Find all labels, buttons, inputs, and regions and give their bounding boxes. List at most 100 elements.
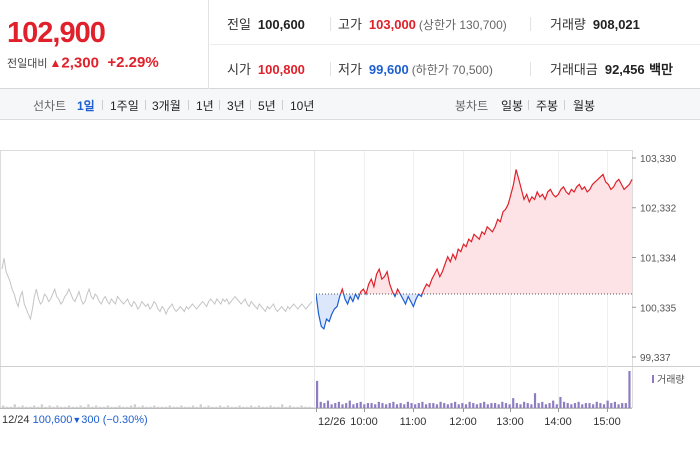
volume-bar xyxy=(188,406,191,408)
y-tick-label: 99,337 xyxy=(640,353,671,364)
volume-bar xyxy=(555,404,558,408)
volume-bar xyxy=(2,405,5,408)
x-tick-label: 13:00 xyxy=(496,416,524,428)
volume-bar xyxy=(406,401,409,408)
volume-bar xyxy=(348,400,351,408)
volume-bar xyxy=(242,406,245,408)
stat-label: 고가 xyxy=(338,17,362,32)
stat-amount: 거래대금 92,456 백만 xyxy=(550,59,673,79)
volume-bar xyxy=(595,401,598,408)
volume-bar xyxy=(273,406,276,408)
volume-bar xyxy=(79,405,82,408)
stat-unit: 백만 xyxy=(649,62,673,77)
volume-bar xyxy=(461,403,464,408)
volume-bar xyxy=(149,406,152,408)
volume-bar xyxy=(512,398,515,408)
volume-bar xyxy=(592,404,595,408)
volume-bar xyxy=(110,406,113,408)
period-tab-1w[interactable]: 1주일 xyxy=(110,99,139,113)
volume-bar xyxy=(261,406,264,408)
volume-bar xyxy=(250,405,253,408)
change-value: 2,300 xyxy=(61,54,99,72)
volume-bar xyxy=(454,401,457,408)
volume-bar xyxy=(599,403,602,408)
volume-legend-label: 거래량 xyxy=(657,374,685,386)
change-label: 전일대비 xyxy=(7,57,48,70)
volume-bar xyxy=(414,404,417,408)
x-tick-label: 12/26 xyxy=(318,416,346,428)
prev-day-line xyxy=(1,258,313,321)
stat-value: 908,021 xyxy=(592,17,640,32)
volume-bar xyxy=(370,403,373,408)
volume-bar xyxy=(253,406,257,408)
period-separator xyxy=(102,100,103,110)
volume-bar xyxy=(13,404,16,408)
period-tab-10y[interactable]: 10년 xyxy=(290,99,315,113)
volume-bar xyxy=(475,404,478,408)
volume-bar xyxy=(548,403,551,408)
volume-bar xyxy=(588,403,591,408)
price-chart-area[interactable]: 103,330 102,332 101,334 100,335 99,337 거래량 1… xyxy=(0,120,700,450)
down-triangle-icon: ▼ xyxy=(72,415,82,425)
y-tick-label: 102,332 xyxy=(640,204,677,215)
volume-bar xyxy=(40,404,44,408)
change-percent: +2.29% xyxy=(107,54,159,72)
period-tab-1d[interactable]: 1일 xyxy=(77,99,95,113)
candle-tab-monthly[interactable]: 월봉 xyxy=(573,99,596,113)
x-tick-label: 11:00 xyxy=(400,416,427,428)
volume-bar xyxy=(211,406,214,408)
volume-bar xyxy=(428,403,431,408)
prev-day-change: 300 xyxy=(81,414,100,426)
candle-tab-weekly[interactable]: 주봉 xyxy=(536,99,559,113)
volume-bar xyxy=(552,400,555,408)
volume-bar xyxy=(504,403,508,408)
volume-bar xyxy=(277,406,280,408)
volume-bar xyxy=(203,406,206,408)
volume-bar xyxy=(439,401,442,408)
volume-bar xyxy=(234,406,237,408)
change-row: 전일대비 ▲2,300 +2.29% xyxy=(7,54,159,72)
stat-label: 거래대금 xyxy=(550,62,598,77)
volume-bar xyxy=(621,403,624,408)
upper-limit-note: (상한가 130,700) xyxy=(418,18,507,32)
today-line-up xyxy=(316,169,633,295)
volume-bar xyxy=(226,405,230,408)
volume-bar xyxy=(133,404,137,408)
volume-bar xyxy=(284,406,288,408)
prev-day-summary: 12/24 100,600▼300 (−0.30%) xyxy=(2,414,148,426)
volume-bar xyxy=(472,403,475,408)
period-separator xyxy=(188,100,189,110)
volume-bar xyxy=(64,406,67,408)
period-tab-1y[interactable]: 1년 xyxy=(196,99,214,113)
volume-bar xyxy=(326,400,330,408)
volume-bar xyxy=(570,404,573,408)
price-box: 102,900 전일대비 ▲2,300 +2.29% xyxy=(0,0,209,89)
volume-bar xyxy=(219,405,222,408)
volume-bar xyxy=(168,405,171,408)
volume-bar xyxy=(319,401,322,408)
stat-high: 고가 103,000 (상한가 130,700) xyxy=(338,14,507,34)
volume-bar xyxy=(60,406,63,408)
volume-bar xyxy=(457,404,460,408)
period-tab-5y[interactable]: 5년 xyxy=(258,99,276,113)
volume-bar xyxy=(533,393,537,408)
volume-bar xyxy=(304,406,307,408)
price-chart[interactable]: 103,330 102,332 101,334 100,335 99,337 거래량 1… xyxy=(0,120,700,450)
quote-panel: 102,900 전일대비 ▲2,300 +2.29% 전일 100,600 고가 10… xyxy=(0,0,700,89)
volume-bar xyxy=(281,404,284,408)
volume-bar xyxy=(164,406,168,408)
period-tab-3m[interactable]: 3개월 xyxy=(152,99,181,113)
period-tab-3y[interactable]: 3년 xyxy=(227,99,245,113)
volume-bar xyxy=(566,403,569,408)
x-tick-label: 10:00 xyxy=(350,416,378,428)
volume-series: 거래량 xyxy=(2,371,685,408)
candle-tab-daily[interactable]: 일봉 xyxy=(501,99,524,113)
volume-bar xyxy=(363,404,366,408)
volume-bar xyxy=(374,404,377,408)
volume-bar xyxy=(377,401,380,408)
period-separator xyxy=(564,100,565,110)
x-tick-label: 15:00 xyxy=(593,416,621,428)
prev-day-date: 12/24 xyxy=(2,414,30,426)
volume-bar xyxy=(464,404,468,408)
